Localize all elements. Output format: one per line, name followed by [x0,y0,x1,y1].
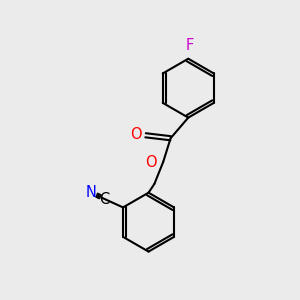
Text: O: O [145,155,157,170]
Text: C: C [100,191,110,206]
Text: N: N [85,185,96,200]
Text: O: O [130,127,142,142]
Text: F: F [186,38,194,53]
